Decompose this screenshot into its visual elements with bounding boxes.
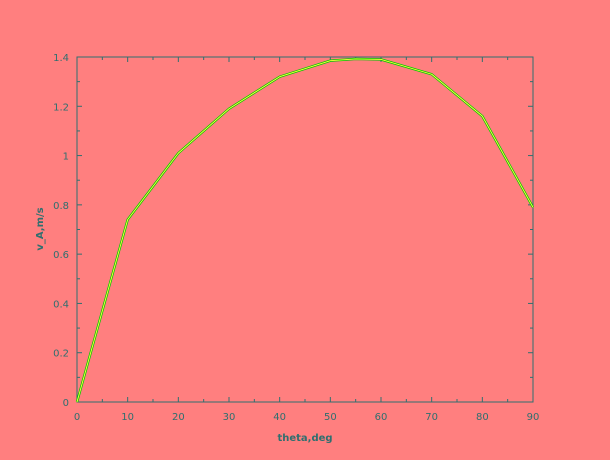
x-tick-label: 50 <box>324 412 337 423</box>
x-tick-label: 40 <box>273 412 286 423</box>
x-tick-label: 60 <box>375 412 388 423</box>
y-tick-label: 0 <box>63 398 69 409</box>
y-tick-label: 0.6 <box>53 250 69 261</box>
plot-frame <box>76 56 534 403</box>
y-tick-label: 1.4 <box>53 53 69 64</box>
x-tick-label: 80 <box>476 412 489 423</box>
tick-marks <box>76 56 534 403</box>
tick-labels: 0 10 20 30 40 50 60 70 80 90 0 0.2 0.4 0.6 0.8 1 1.2 1.4 <box>53 53 539 423</box>
series <box>75 57 535 403</box>
y-tick-label: 0.8 <box>53 201 69 212</box>
series-line-highlight <box>76 58 534 403</box>
y-tick-label: 1 <box>63 152 69 163</box>
x-tick-label: 70 <box>425 412 438 423</box>
x-tick-label: 30 <box>223 412 236 423</box>
x-axis-label: theta,deg <box>277 433 332 444</box>
x-tick-label: 90 <box>527 412 540 423</box>
x-tick-label: 0 <box>74 412 80 423</box>
y-tick-label: 1.2 <box>53 102 69 113</box>
series-line <box>75 57 535 403</box>
axes <box>76 56 534 403</box>
y-tick-label: 0.2 <box>53 349 69 360</box>
x-tick-label: 10 <box>121 412 134 423</box>
x-tick-label: 20 <box>172 412 185 423</box>
y-tick-label: 0.4 <box>53 299 69 310</box>
y-axis-label: v_A,m/s <box>35 207 46 250</box>
